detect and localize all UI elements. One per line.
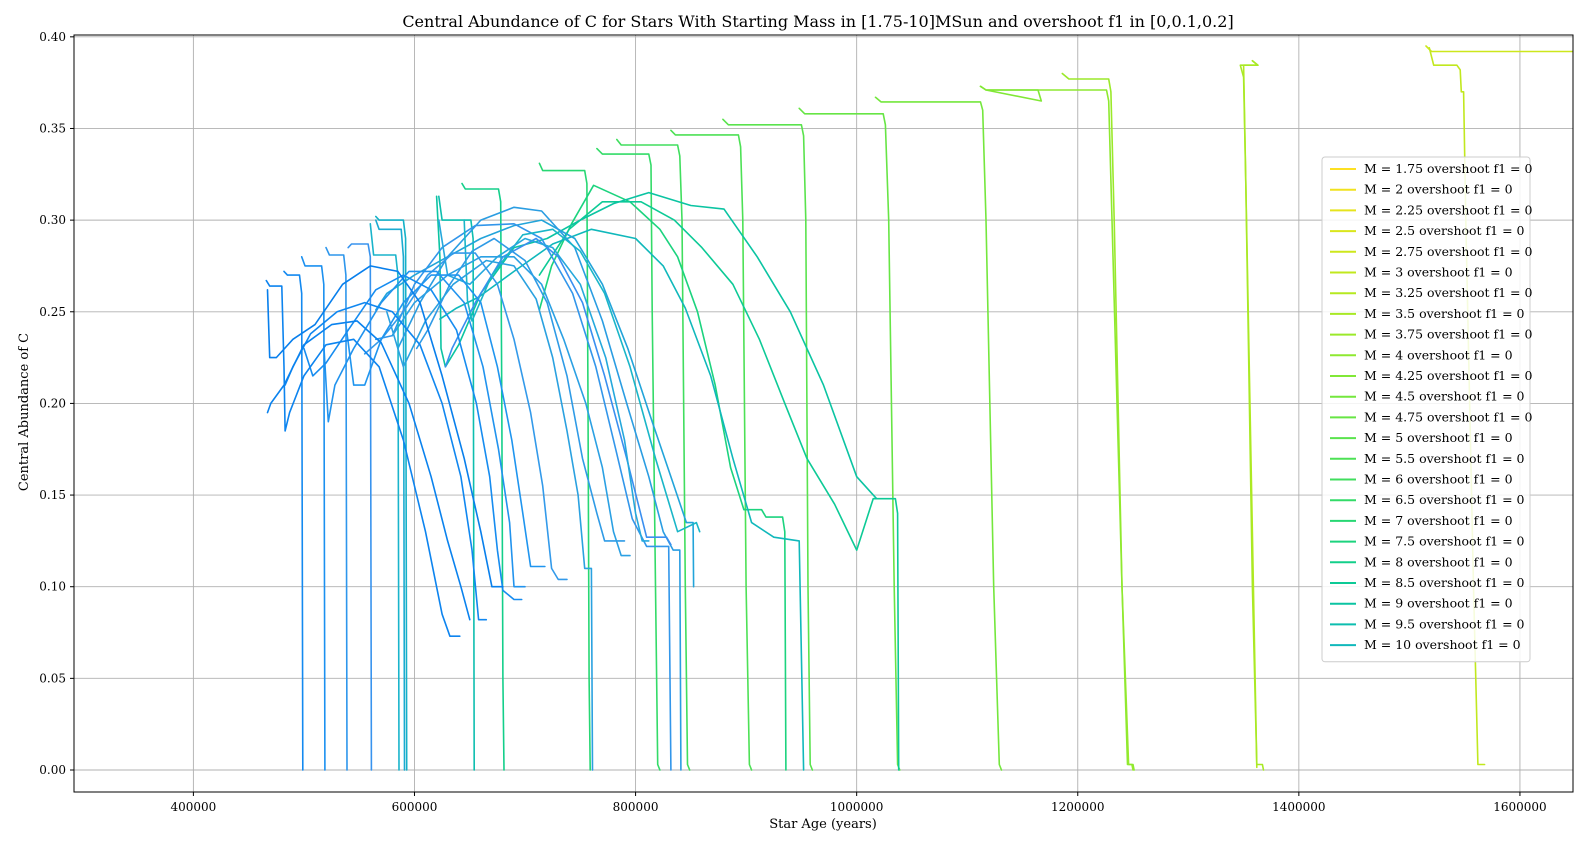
- y-axis: 0.00 0.05 0.10 0.15 0.20 0.25 0.30 0.35 0.40: [39, 30, 74, 777]
- series-line: [374, 219, 406, 771]
- x-tick-label: 1200000: [1051, 800, 1104, 814]
- x-tick-label: 400000: [170, 800, 216, 814]
- legend-label: M = 4.75 overshoot f1 = 0: [1364, 409, 1532, 424]
- series-line: [347, 243, 373, 771]
- series-line: [266, 320, 471, 621]
- series-line: [437, 219, 650, 542]
- series-line: [435, 191, 878, 500]
- series-line: [979, 85, 1043, 102]
- legend-box: [1321, 156, 1531, 663]
- series-line: [670, 129, 753, 771]
- legend-label: M = 2.75 overshoot f1 = 0: [1364, 244, 1532, 259]
- legend-label: M = 9.5 overshoot f1 = 0: [1364, 616, 1525, 631]
- series-line: [374, 215, 408, 771]
- series-line: [397, 206, 682, 771]
- series-line: [538, 162, 592, 771]
- y-tick-label: 0.00: [39, 763, 66, 777]
- legend-label: M = 3.75 overshoot f1 = 0: [1364, 327, 1532, 342]
- series-line: [374, 223, 672, 771]
- series-line: [463, 219, 701, 533]
- series-line: [538, 184, 787, 771]
- legend-label: M = 6 overshoot f1 = 0: [1364, 472, 1513, 487]
- x-tick-label: 1400000: [1272, 800, 1325, 814]
- series-line: [322, 270, 526, 588]
- legend-label: M = 4.5 overshoot f1 = 0: [1364, 389, 1525, 404]
- legend-label: M = 6.5 overshoot f1 = 0: [1364, 492, 1525, 507]
- y-tick-label: 0.35: [39, 121, 66, 135]
- legend-label: M = 9 overshoot f1 = 0: [1364, 596, 1513, 611]
- series-line: [325, 246, 348, 771]
- series-group: [265, 45, 1573, 771]
- x-tick-label: 1600000: [1493, 800, 1546, 814]
- legend-label: M = 4.25 overshoot f1 = 0: [1364, 368, 1532, 383]
- series-line: [300, 255, 326, 771]
- chart-title: Central Abundance of C for Stars With St…: [402, 12, 1233, 31]
- series-line: [345, 274, 546, 568]
- series-line: [1425, 45, 1573, 53]
- series-line: [284, 301, 488, 621]
- series-line: [798, 107, 901, 771]
- y-tick-label: 0.15: [39, 488, 66, 502]
- series-line: [874, 96, 1003, 771]
- series-line: [615, 138, 691, 771]
- series-line: [363, 252, 568, 581]
- y-tick-label: 0.20: [39, 396, 66, 410]
- series-layer: [265, 45, 1573, 771]
- series-line: [369, 223, 400, 771]
- x-tick-label: 800000: [613, 800, 659, 814]
- legend-label: M = 8 overshoot f1 = 0: [1364, 554, 1513, 569]
- series-line: [444, 237, 672, 546]
- x-tick-label: 1000000: [830, 800, 883, 814]
- legend-label: M = 3.5 overshoot f1 = 0: [1364, 306, 1525, 321]
- series-line: [439, 228, 805, 771]
- legend-label: M = 1.75 overshoot f1 = 0: [1364, 161, 1532, 176]
- legend-label: M = 7 overshoot f1 = 0: [1364, 513, 1513, 528]
- series-line: [303, 274, 523, 601]
- legend-label: M = 7.5 overshoot f1 = 0: [1364, 534, 1525, 549]
- legend-label: M = 3 overshoot f1 = 0: [1364, 265, 1513, 280]
- legend-label: M = 2.25 overshoot f1 = 0: [1364, 202, 1532, 217]
- y-axis-label: Central Abundance of C: [17, 333, 32, 491]
- series-line: [596, 147, 661, 771]
- y-tick-label: 0.05: [39, 671, 66, 685]
- series-line: [437, 195, 476, 771]
- y-tick-label: 0.25: [39, 305, 66, 319]
- legend-label: M = 5 overshoot f1 = 0: [1364, 430, 1513, 445]
- series-line: [1428, 46, 1486, 766]
- legend: M = 1.75 overshoot f1 = 0 M = 2 overshoot…: [1321, 156, 1532, 663]
- series-line: [266, 265, 504, 588]
- series-line: [265, 279, 461, 638]
- x-axis: 400000 600000 800000 1000000 1200000 1400000 1…: [170, 792, 1547, 814]
- legend-label: M = 2 overshoot f1 = 0: [1364, 182, 1513, 197]
- x-tick-label: 600000: [392, 800, 438, 814]
- y-tick-label: 0.10: [39, 580, 66, 594]
- series-line: [283, 270, 304, 771]
- legend-label: M = 4 overshoot f1 = 0: [1364, 347, 1513, 362]
- series-line: [461, 182, 505, 771]
- x-axis-label: Star Age (years): [769, 817, 877, 832]
- legend-label: M = 10 overshoot f1 = 0: [1364, 637, 1521, 652]
- legend-label: M = 5.5 overshoot f1 = 0: [1364, 451, 1525, 466]
- legend-label: M = 3.25 overshoot f1 = 0: [1364, 285, 1532, 300]
- legend-label: M = 2.5 overshoot f1 = 0: [1364, 223, 1525, 238]
- y-tick-label: 0.40: [39, 30, 66, 44]
- y-tick-label: 0.30: [39, 213, 66, 227]
- series-line: [415, 237, 626, 542]
- plot-frame: [73, 34, 1574, 793]
- series-line: [391, 255, 631, 557]
- legend-label: M = 8.5 overshoot f1 = 0: [1364, 575, 1525, 590]
- series-line: [1239, 59, 1265, 771]
- series-line: [722, 118, 814, 771]
